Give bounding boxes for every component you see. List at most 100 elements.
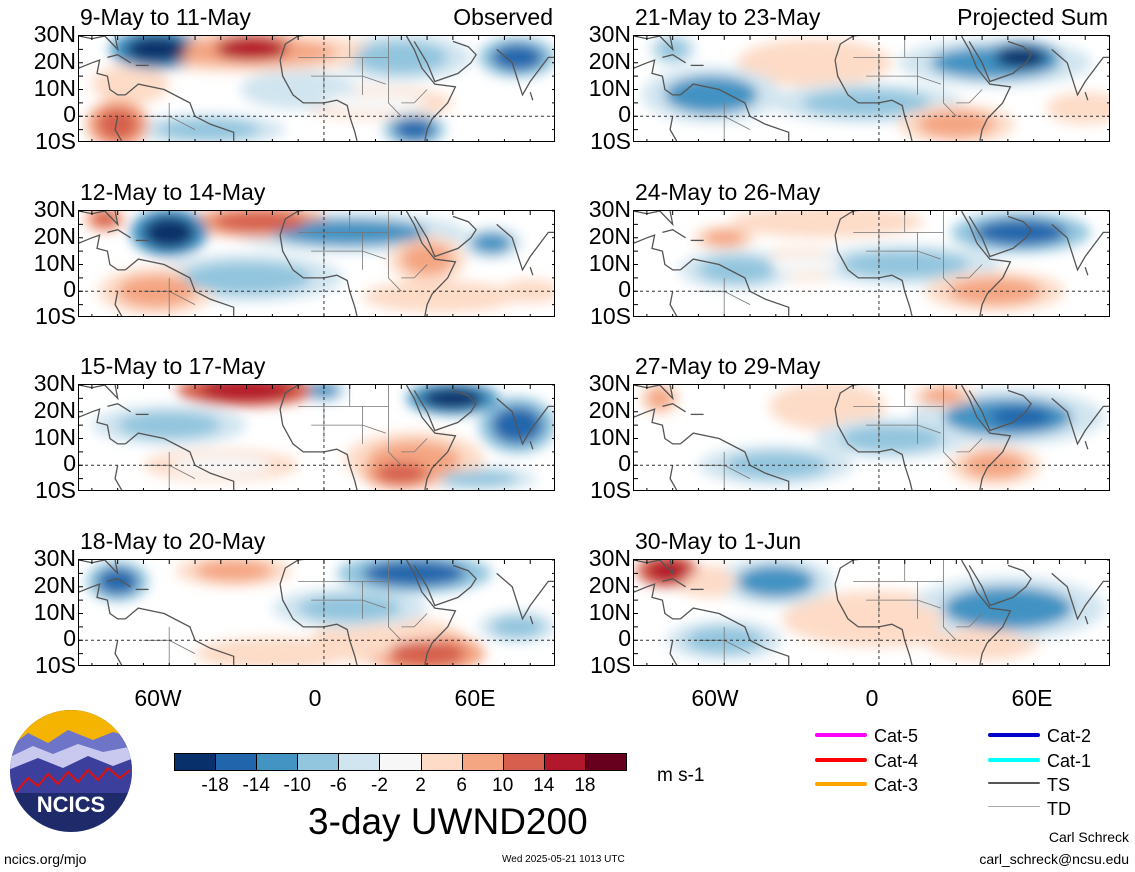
x-tick-label: 60W xyxy=(134,685,182,711)
wind-anomaly-blob xyxy=(215,38,288,61)
wind-anomaly-blob xyxy=(724,451,828,479)
wind-anomaly-blob xyxy=(401,243,453,276)
legend-line xyxy=(815,758,867,762)
country-border xyxy=(401,613,428,628)
wind-anomaly-blob xyxy=(388,285,492,308)
legend-label: Cat-5 xyxy=(874,726,919,746)
coastline xyxy=(834,36,854,61)
y-tick-label: 0 xyxy=(63,276,76,303)
country-border xyxy=(311,424,386,434)
wind-anomaly-blob xyxy=(840,251,970,278)
coastline xyxy=(114,640,123,665)
legend-line xyxy=(988,806,1040,807)
colorbar-label: -14 xyxy=(242,775,270,796)
wind-anomaly-blob xyxy=(989,406,1052,428)
coastline xyxy=(124,258,235,316)
colorbar-label: 2 xyxy=(415,775,426,796)
country-border xyxy=(956,89,983,104)
y-tick-label: 0 xyxy=(63,101,76,128)
colorbar-swatch xyxy=(420,753,463,771)
country-border xyxy=(943,581,957,641)
coastline xyxy=(960,211,1012,316)
y-tick-label: 10S xyxy=(590,652,631,678)
wind-anomaly-blob xyxy=(491,616,544,638)
y-tick-label: 10N xyxy=(588,423,631,450)
coastline xyxy=(529,266,534,276)
coastline xyxy=(960,36,1012,141)
coastline xyxy=(834,385,854,410)
x-tick-label: 60E xyxy=(454,685,496,711)
footer-url[interactable]: ncics.org/mjo xyxy=(4,851,87,867)
wind-anomaly-blob xyxy=(974,219,1068,246)
coastline xyxy=(1051,223,1109,272)
wind-anomaly-blob xyxy=(943,586,1073,630)
colorbar-swatch xyxy=(461,753,504,771)
coastline xyxy=(634,59,681,96)
coastline xyxy=(960,560,1012,665)
y-tick-label: 10N xyxy=(33,423,76,450)
coastline xyxy=(107,577,131,588)
colorbar-label: 6 xyxy=(456,775,467,796)
coastline xyxy=(1051,397,1109,446)
panel-corner-label: Observed xyxy=(453,4,553,30)
y-tick-label: 20N xyxy=(33,571,76,598)
coastline xyxy=(79,211,119,227)
coastline xyxy=(662,402,686,413)
wind-anomaly-blob xyxy=(169,454,273,476)
coastline xyxy=(107,402,131,413)
panel-title: 27-May to 29-May xyxy=(635,353,821,379)
wind-anomaly-blob xyxy=(439,470,518,487)
map-panel xyxy=(633,559,1110,666)
coastline xyxy=(1051,572,1109,621)
map-panel xyxy=(78,384,555,491)
y-tick-label: 0 xyxy=(618,276,631,303)
wind-anomaly-blob xyxy=(117,411,221,439)
coastline xyxy=(669,291,678,316)
legend-line xyxy=(815,733,867,737)
colorbar-swatch xyxy=(174,753,217,771)
coastline xyxy=(1084,615,1089,625)
panel-title: 24-May to 26-May xyxy=(635,179,821,205)
wind-anomaly-blob xyxy=(195,560,273,582)
coastline xyxy=(679,432,790,490)
footer-author: Carl Schreck xyxy=(1048,829,1129,845)
wind-anomaly-blob xyxy=(470,232,513,254)
panel-title: 15-May to 17-May xyxy=(80,353,266,379)
coastline xyxy=(634,408,681,445)
coastline xyxy=(669,465,678,490)
legend-label: Cat-1 xyxy=(1047,751,1092,771)
panel-corner-label: Projected Sum xyxy=(957,4,1108,30)
wind-anomaly-blob xyxy=(646,387,673,410)
wind-anomaly-blob xyxy=(685,570,738,593)
panel-title: 21-May to 23-May xyxy=(635,4,821,30)
coastline xyxy=(413,564,477,607)
wind-anomaly-blob xyxy=(200,385,293,402)
footer-email[interactable]: carl_schreck@ncsu.edu xyxy=(979,851,1129,867)
country-border xyxy=(401,438,428,453)
wind-anomaly-blob xyxy=(917,110,995,138)
y-tick-label: 30N xyxy=(588,196,631,222)
wind-anomaly-blob xyxy=(814,600,944,638)
coastline xyxy=(279,211,299,236)
legend-line xyxy=(988,733,1040,737)
coastline xyxy=(634,234,681,271)
y-tick-label: 10N xyxy=(33,74,76,101)
y-tick-label: 20N xyxy=(588,47,631,74)
coastline xyxy=(496,397,554,446)
coastline xyxy=(279,408,358,490)
legend-line xyxy=(988,758,1040,762)
wind-anomaly-blob xyxy=(491,44,544,71)
y-tick-label: 10S xyxy=(35,652,76,678)
wind-anomaly-blob xyxy=(375,462,428,484)
ncics-logo[interactable]: NCICS xyxy=(8,708,134,834)
country-border xyxy=(388,581,402,641)
map-canvas xyxy=(634,560,1109,665)
legend-label: TD xyxy=(1047,799,1071,819)
coastline xyxy=(968,389,1032,432)
colorbar-swatch xyxy=(543,753,586,771)
coastline xyxy=(968,40,1032,83)
country-border xyxy=(388,232,402,292)
chart-title: 3-day UWND200 xyxy=(308,801,588,842)
coastline xyxy=(669,640,678,665)
y-tick-label: 10S xyxy=(590,477,631,503)
